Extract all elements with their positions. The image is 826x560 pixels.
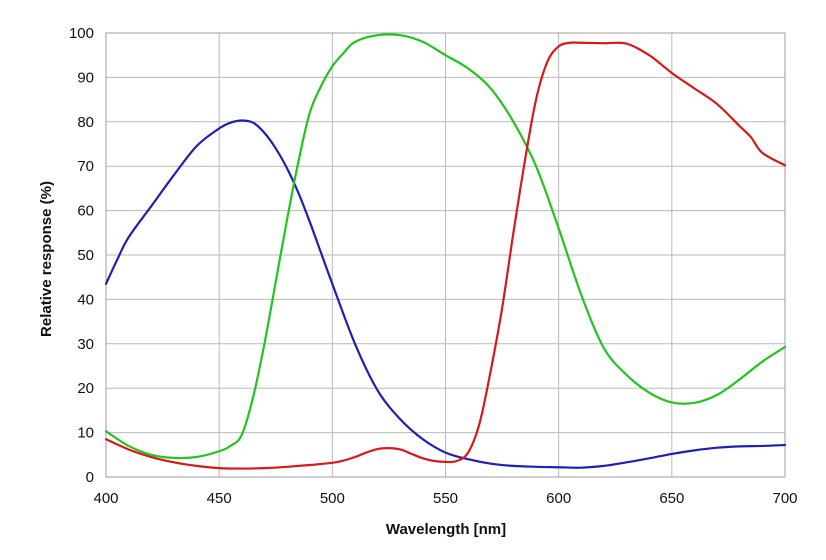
x-tick-label: 400 (93, 490, 118, 507)
y-tick-label: 70 (77, 158, 94, 175)
plot-frame (105, 32, 786, 478)
y-tick-label: 100 (69, 25, 94, 42)
y-tick-label: 90 (77, 69, 94, 86)
y-tick-label: 0 (86, 469, 94, 486)
y-tick-label: 60 (77, 203, 94, 220)
y-axis-title: Relative response (%) (38, 181, 55, 337)
x-axis-tick-labels: 400 450 500 550 600 650 700 (93, 490, 797, 507)
y-tick-label: 40 (77, 291, 94, 308)
series-lines (104, 33, 787, 470)
y-axis-tick-labels: 0 10 20 30 40 50 60 70 80 90 100 (69, 25, 94, 486)
y-tick-label: 10 (77, 425, 94, 442)
x-tick-label: 650 (659, 490, 684, 507)
y-tick-label: 20 (77, 380, 94, 397)
x-axis-title: Wavelength [nm] (386, 521, 506, 538)
x-tick-label: 550 (433, 490, 458, 507)
x-tick-label: 600 (546, 490, 571, 507)
y-tick-label: 50 (77, 247, 94, 264)
x-tick-label: 700 (772, 490, 797, 507)
blue-response-line (104, 119, 787, 469)
grid-lines (105, 32, 786, 478)
x-tick-label: 450 (207, 490, 232, 507)
red-response-line (104, 41, 787, 470)
green-response-line (104, 33, 787, 460)
y-tick-label: 80 (77, 114, 94, 131)
x-tick-label: 500 (320, 490, 345, 507)
y-tick-label: 30 (77, 336, 94, 353)
